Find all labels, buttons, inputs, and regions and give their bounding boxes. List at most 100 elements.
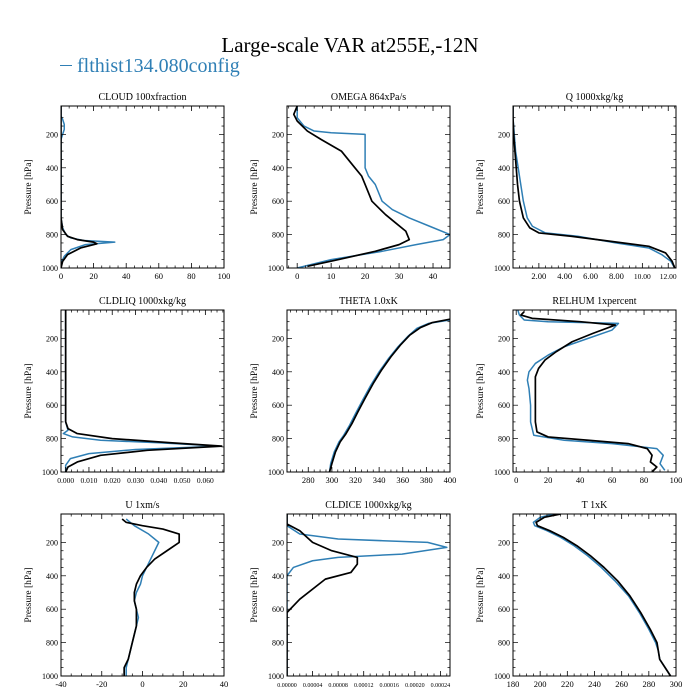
plot-frame [286, 309, 451, 473]
y-tick-label: 200 [272, 538, 284, 547]
y-tick-label: 400 [46, 572, 58, 581]
series-line-2 [64, 310, 223, 472]
x-tick-label: 40 [429, 271, 438, 281]
series-line-1 [328, 319, 450, 472]
chart-panel-4: CLDLIQ 1000xkg/kg Pressure [hPa] 0.000 0.01… [24, 296, 225, 485]
chart-panel-3: Q 1000xkg/kg Pressure [hPa] 2.00 4.00 6.00 8.… [476, 92, 677, 281]
x-tick-label: 0 [295, 271, 299, 281]
x-tick-label: 0 [59, 271, 63, 281]
panel-title: THETA 1.0xK [339, 296, 398, 307]
series-line-2 [535, 514, 672, 676]
x-tick-label: 0.040 [150, 476, 167, 485]
legend-label: flthist134.080config [77, 55, 240, 77]
x-tick-label: 320 [349, 475, 362, 485]
series-line-1 [513, 106, 676, 268]
plot-frame [286, 105, 451, 269]
y-tick-label: 600 [272, 197, 284, 206]
y-tick-label: 600 [46, 401, 58, 410]
x-tick-label: 0 [514, 475, 518, 485]
y-tick-label: 200 [498, 334, 510, 343]
x-tick-label: 380 [420, 475, 433, 485]
x-tick-label: 0.060 [197, 476, 214, 485]
x-tick-label: 80 [640, 475, 649, 485]
x-tick-label: 0.030 [127, 476, 144, 485]
x-tick-label: 280 [642, 679, 655, 689]
series-line-2 [121, 518, 181, 676]
x-tick-label: 200 [534, 679, 547, 689]
panel-title: CLOUD 100xfraction [98, 92, 186, 103]
plot-frame [512, 513, 677, 677]
chart-title: Large-scale VAR at255E,-12N [221, 33, 479, 57]
y-tick-label: 200 [46, 334, 58, 343]
x-tick-label: 40 [220, 679, 229, 689]
x-tick-label: 80 [187, 271, 196, 281]
x-tick-label: 0.00020 [405, 683, 425, 689]
y-tick-label: 600 [272, 401, 284, 410]
plot-frame [512, 105, 677, 269]
y-tick-label: 200 [498, 538, 510, 547]
y-tick-label: 200 [272, 334, 284, 343]
chart-panel-9: T 1xK Pressure [hPa] 180 200 220 240 260 280 300… [476, 500, 682, 689]
y-axis-label: Pressure [hPa] [250, 363, 260, 418]
x-tick-label: 40 [122, 271, 131, 281]
x-tick-label: 20 [89, 271, 98, 281]
y-tick-label: 200 [498, 130, 510, 139]
y-tick-label: 800 [272, 231, 284, 240]
x-tick-label: 4.00 [557, 271, 572, 281]
x-tick-label: 40 [576, 475, 585, 485]
x-tick-label: 0.020 [104, 476, 121, 485]
panel-title: RELHUM 1xpercent [552, 296, 636, 307]
x-tick-label: 6.00 [583, 271, 598, 281]
y-tick-label: 600 [272, 605, 284, 614]
y-axis-label: Pressure [hPa] [250, 159, 260, 214]
x-tick-label: 20 [361, 271, 370, 281]
y-tick-label: 1000 [494, 264, 510, 273]
plot-frame [60, 513, 225, 677]
x-tick-label: 0.000 [57, 476, 74, 485]
y-axis-label: Pressure [hPa] [24, 567, 34, 622]
x-tick-label: 0.00012 [354, 683, 374, 689]
y-tick-label: 800 [46, 231, 58, 240]
y-tick-label: 800 [272, 639, 284, 648]
chart-panel-2: OMEGA 864xPa/s Pressure [hPa] 0 10 20 30 40 200… [250, 92, 451, 281]
x-tick-label: 8.00 [609, 271, 624, 281]
panel-title: OMEGA 864xPa/s [331, 92, 406, 103]
chart-panel-1: CLOUD 100xfraction Pressure [hPa] 0 20 40 60 8… [24, 92, 230, 281]
y-tick-label: 1000 [42, 468, 58, 477]
y-tick-label: 200 [46, 538, 58, 547]
series-line-2 [513, 106, 676, 268]
x-tick-label: 220 [561, 679, 574, 689]
y-tick-label: 1000 [268, 672, 284, 681]
x-tick-label: 0.00016 [380, 683, 400, 689]
legend: flthist134.080config [60, 55, 240, 78]
y-tick-label: 200 [46, 130, 58, 139]
y-tick-label: 800 [498, 231, 510, 240]
y-tick-label: 600 [498, 605, 510, 614]
y-tick-label: 400 [46, 368, 58, 377]
x-tick-label: 240 [588, 679, 601, 689]
x-tick-label: 0.010 [81, 476, 98, 485]
y-tick-label: 800 [498, 639, 510, 648]
x-tick-label: 400 [444, 475, 457, 485]
series-line-2 [520, 311, 658, 472]
panel-title: T 1xK [582, 500, 608, 511]
panel-title: CLDLIQ 1000xkg/kg [99, 296, 186, 307]
y-tick-label: 600 [46, 605, 58, 614]
y-tick-label: 800 [46, 639, 58, 648]
y-tick-label: 400 [498, 164, 510, 173]
y-tick-label: 1000 [268, 264, 284, 273]
x-tick-label: 300 [670, 679, 683, 689]
series-line-1 [61, 106, 116, 268]
y-tick-label: 1000 [42, 672, 58, 681]
y-tick-label: 400 [272, 572, 284, 581]
x-tick-label: 0.00004 [303, 683, 323, 689]
y-axis-label: Pressure [hPa] [24, 159, 34, 214]
x-tick-label: 12.00 [660, 272, 677, 281]
x-tick-label: 100 [218, 271, 231, 281]
y-tick-label: 800 [272, 435, 284, 444]
x-tick-label: 10 [327, 271, 336, 281]
y-axis-label: Pressure [hPa] [476, 363, 486, 418]
x-tick-label: 0.00024 [431, 683, 451, 689]
x-tick-label: 0.050 [174, 476, 191, 485]
